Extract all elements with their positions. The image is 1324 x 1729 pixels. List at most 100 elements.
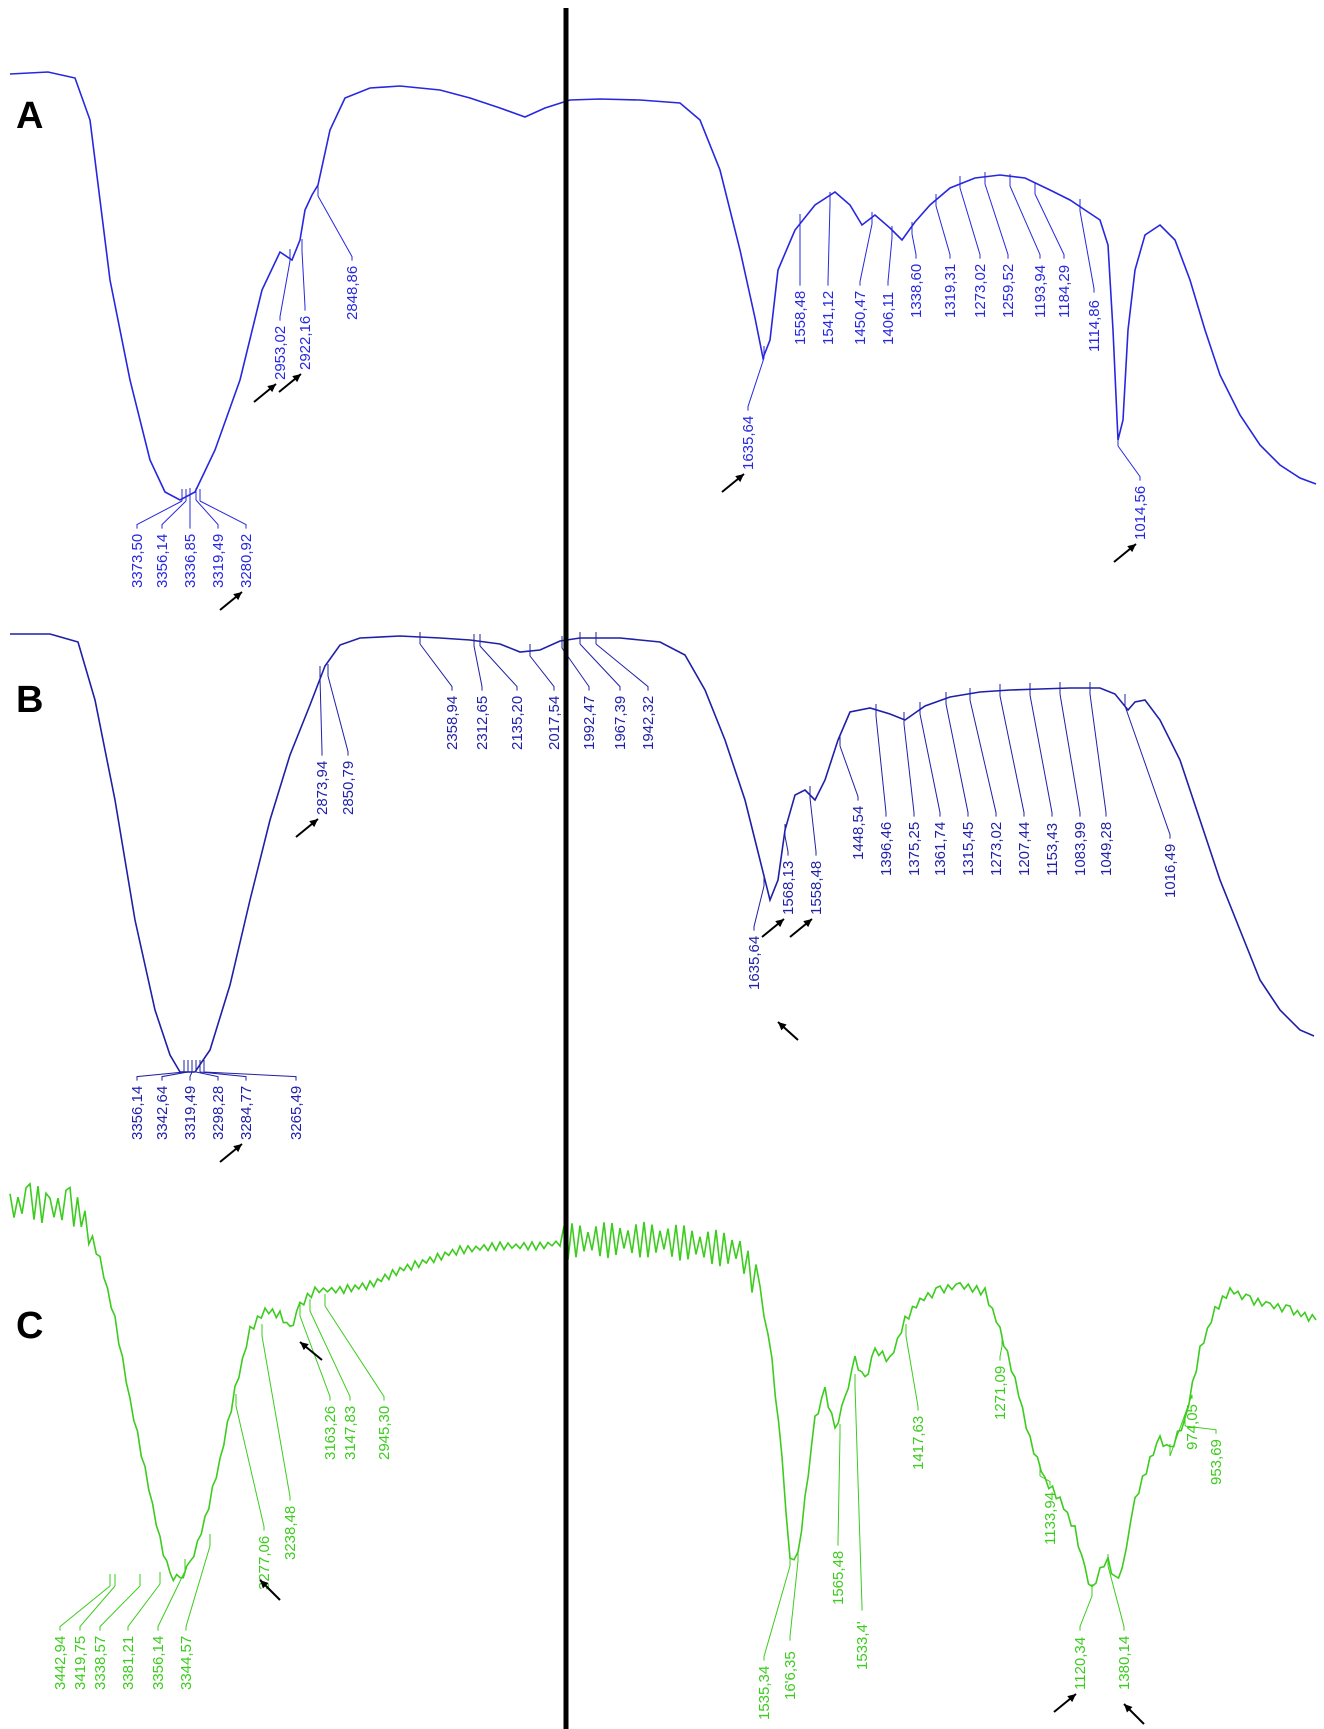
peak-label: 1338,60 — [908, 264, 925, 318]
peak-leader-line — [789, 1549, 799, 1641]
peak-leader-line — [127, 1572, 161, 1631]
peak-label: 1315,45 — [960, 822, 977, 876]
peak-label: 3336,85 — [182, 534, 199, 588]
peak-arrow-icon — [299, 1341, 323, 1361]
peak-leader-line — [1124, 694, 1171, 839]
peak-arrow-icon — [219, 1143, 243, 1163]
peak-label: 3319,49 — [210, 534, 227, 588]
peak-label: 1967,39 — [612, 696, 629, 750]
peak-leader-line — [161, 489, 187, 529]
spectrum-panel-b: 3356,14 3342,64 3319,49 3298,28 3284,77 3265,… — [10, 632, 1315, 1163]
peak-arrow-icon — [777, 1021, 799, 1041]
peak-label: 1273,02 — [988, 822, 1005, 876]
peak-leader-line — [854, 1374, 863, 1611]
peak-leader-line — [473, 634, 483, 691]
peak-leader-line — [919, 702, 941, 817]
peak-arrow-icon — [761, 918, 785, 938]
peak-arrow-icon — [219, 591, 243, 611]
peak-leader-line — [319, 666, 323, 756]
peak-leader-line — [763, 1554, 791, 1661]
peak-label: 1193,94 — [1032, 265, 1049, 318]
peak-label: 1992,47 — [581, 696, 598, 750]
peak-label: 1014,56 — [1132, 486, 1149, 540]
peak-label: 1120,34 — [1072, 1637, 1089, 1690]
peak-label: 3373,50 — [129, 534, 146, 588]
peak-label: 3344,57 — [178, 1636, 195, 1690]
peak-leader-line — [199, 1060, 247, 1081]
peak-leader-line — [827, 192, 831, 286]
peak-label: 1558,48 — [808, 861, 825, 915]
peak-label: 1533,4' — [854, 1621, 871, 1670]
peak-leader-line — [199, 489, 247, 529]
peak-arrow-icon — [259, 1579, 281, 1601]
peak-label: 1133,94 — [1042, 1492, 1059, 1545]
peak-leader-line — [747, 346, 765, 411]
peak-label: 3277,06 — [256, 1536, 273, 1590]
peak-leader-line — [911, 222, 917, 259]
spectrum-panel-a: 3373,50 3356,14 3336,85 3319,49 3280,92 2953,… — [9, 71, 1317, 611]
peak-leader-line — [935, 194, 951, 259]
peak-leader-line — [984, 172, 1009, 259]
peak-label: 1417,63 — [910, 1416, 927, 1470]
peak-label: 1406,11 — [880, 292, 897, 345]
peak-label: 3147,83 — [342, 1406, 359, 1460]
spectrum-trace-b — [10, 633, 1315, 1073]
peak-label: 3284,77 — [238, 1086, 255, 1140]
peak-leader-line — [595, 632, 649, 691]
peak-arrow-icon — [789, 918, 813, 938]
peak-label: 1635,64 — [746, 936, 763, 990]
peak-label: 16'6,35 — [782, 1651, 799, 1700]
peak-leader-line — [419, 632, 453, 691]
panel-label-b: B — [16, 679, 43, 721]
peak-leader-line — [969, 688, 997, 817]
peak-leader-line — [887, 226, 893, 286]
peak-arrow-icon — [1123, 1703, 1145, 1725]
peak-leader-line — [309, 1299, 351, 1401]
peak-label: 3265,49 — [288, 1086, 305, 1140]
peak-leader-line — [195, 488, 219, 529]
peak-leader-line — [235, 1394, 265, 1531]
peak-label: 2922,16 — [297, 316, 314, 370]
peak-label: 3356,14 — [154, 534, 171, 588]
peak-leader-line — [839, 734, 859, 801]
peak-label: 1153,43 — [1044, 823, 1061, 876]
peak-leader-line — [1107, 1554, 1125, 1631]
peak-leader-line — [324, 1294, 385, 1401]
peak-leader-line — [837, 1424, 841, 1546]
peak-label: 2312,65 — [474, 696, 491, 750]
peak-label: 3419,75 — [72, 1636, 89, 1690]
panel-label-a: A — [16, 95, 43, 137]
peak-label: 1450,47 — [852, 291, 869, 345]
peak-label: 3381,21 — [120, 1636, 137, 1690]
peak-leader-line — [136, 1060, 185, 1081]
peak-leader-line — [1079, 1584, 1093, 1631]
peak-leader-line — [903, 712, 915, 817]
peak-leader-line — [753, 874, 765, 931]
peak-label: 2945,30 — [376, 1406, 393, 1460]
peak-label: 2358,94 — [444, 696, 461, 750]
peak-label: 1568,13 — [780, 861, 797, 915]
peak-leader-line — [261, 1324, 291, 1501]
peak-label: 1635,64 — [740, 416, 757, 470]
peak-label: 1259,52 — [1000, 264, 1017, 318]
peak-label: 2873,94 — [314, 761, 331, 815]
peak-label: 3319,49 — [182, 1086, 199, 1140]
peak-leader-line — [1117, 434, 1141, 481]
peak-label: 2850,79 — [340, 761, 357, 815]
peak-leader-line — [784, 824, 789, 856]
peak-leader-line — [1169, 1394, 1193, 1457]
peak-arrow-icon — [1053, 1693, 1077, 1713]
peak-leader-line — [999, 684, 1025, 817]
peak-label: 3342,64 — [154, 1086, 171, 1140]
spectrum-panel-c: 3442,94 3419,75 3338,57 3381,21 3356,14 3344,… — [9, 1182, 1317, 1725]
peak-leader-line — [1079, 199, 1095, 293]
peak-label: 2953,02 — [272, 326, 289, 380]
peak-arrow-icon — [1113, 543, 1137, 563]
peak-leader-line — [301, 239, 306, 311]
peak-leader-line — [579, 632, 621, 691]
peak-label: 3298,28 — [210, 1086, 227, 1140]
peak-leader-line — [529, 644, 555, 691]
peak-arrow-icon — [253, 383, 277, 403]
peak-leader-line — [905, 1324, 919, 1411]
peak-label: 1541,12 — [820, 291, 837, 345]
